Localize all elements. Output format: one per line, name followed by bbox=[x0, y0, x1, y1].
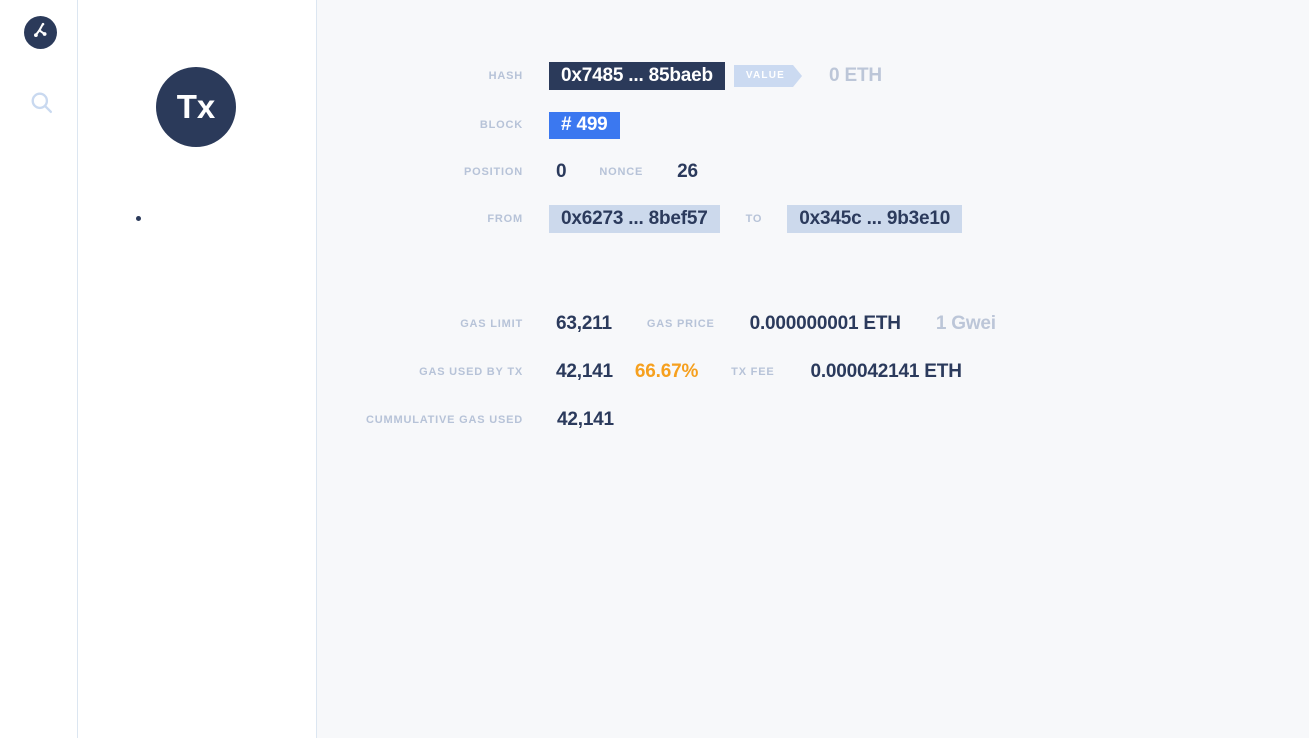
network-branch-icon bbox=[31, 21, 50, 45]
gas-price-label: GAS PRICE bbox=[646, 318, 715, 330]
from-to-row: FROM 0x6273 ... 8bef57 TO 0x345c ... 9b3… bbox=[317, 205, 1309, 233]
gas-used-label: GAS USED BY TX bbox=[419, 366, 523, 378]
app-logo[interactable] bbox=[24, 16, 57, 49]
position-label: POSITION bbox=[464, 166, 523, 178]
gas-used-row: GAS USED BY TX 42,141 66.67% TX FEE 0.00… bbox=[317, 358, 1309, 386]
hash-row: HASH 0x7485 ... 85baeb VALUE 0 ETH bbox=[317, 62, 1309, 90]
search-icon bbox=[28, 89, 55, 121]
nonce-label: NONCE bbox=[599, 166, 644, 178]
nav-bullet bbox=[136, 216, 141, 221]
block-badge[interactable]: # 499 bbox=[549, 111, 620, 139]
tx-fee-label: TX FEE bbox=[731, 366, 775, 378]
gas-limit-label: GAS LIMIT bbox=[460, 318, 523, 330]
gas-used-value: 42,141 bbox=[556, 361, 613, 382]
to-address-badge[interactable]: 0x345c ... 9b3e10 bbox=[787, 205, 963, 233]
block-label: BLOCK bbox=[479, 119, 523, 131]
value-tag: VALUE bbox=[734, 65, 802, 87]
gas-used-percent: 66.67% bbox=[634, 361, 699, 382]
transaction-detail: HASH 0x7485 ... 85baeb VALUE 0 ETH BLOCK… bbox=[317, 0, 1309, 738]
gas-price-eth: 0.000000001 ETH bbox=[749, 313, 901, 334]
icon-rail bbox=[0, 0, 78, 738]
position-value: 0 bbox=[556, 161, 567, 182]
from-label: FROM bbox=[487, 213, 523, 225]
entity-panel: Tx bbox=[78, 0, 317, 738]
nonce-value: 26 bbox=[677, 161, 698, 182]
cumulative-gas-label: CUMMULATIVE GAS USED bbox=[366, 414, 523, 426]
hash-label: HASH bbox=[488, 70, 523, 82]
gas-price-gwei: 1 Gwei bbox=[935, 313, 996, 334]
tx-avatar: Tx bbox=[156, 67, 236, 147]
search-button[interactable] bbox=[27, 91, 55, 119]
from-address-badge[interactable]: 0x6273 ... 8bef57 bbox=[549, 205, 720, 233]
cumulative-gas-row: CUMMULATIVE GAS USED 42,141 bbox=[317, 406, 1309, 434]
cumulative-gas-value: 42,141 bbox=[557, 409, 614, 430]
gas-limit-value: 63,211 bbox=[556, 313, 612, 334]
to-label: TO bbox=[745, 213, 763, 225]
tx-avatar-label: Tx bbox=[176, 88, 216, 125]
gas-limit-row: GAS LIMIT 63,211 GAS PRICE 0.000000001 E… bbox=[317, 310, 1309, 338]
hash-badge[interactable]: 0x7485 ... 85baeb bbox=[549, 62, 725, 90]
value-eth: 0 ETH bbox=[829, 65, 882, 86]
tx-fee-value: 0.000042141 ETH bbox=[810, 361, 962, 382]
block-row: BLOCK # 499 bbox=[317, 111, 1309, 139]
position-row: POSITION 0 NONCE 26 bbox=[317, 158, 1309, 186]
